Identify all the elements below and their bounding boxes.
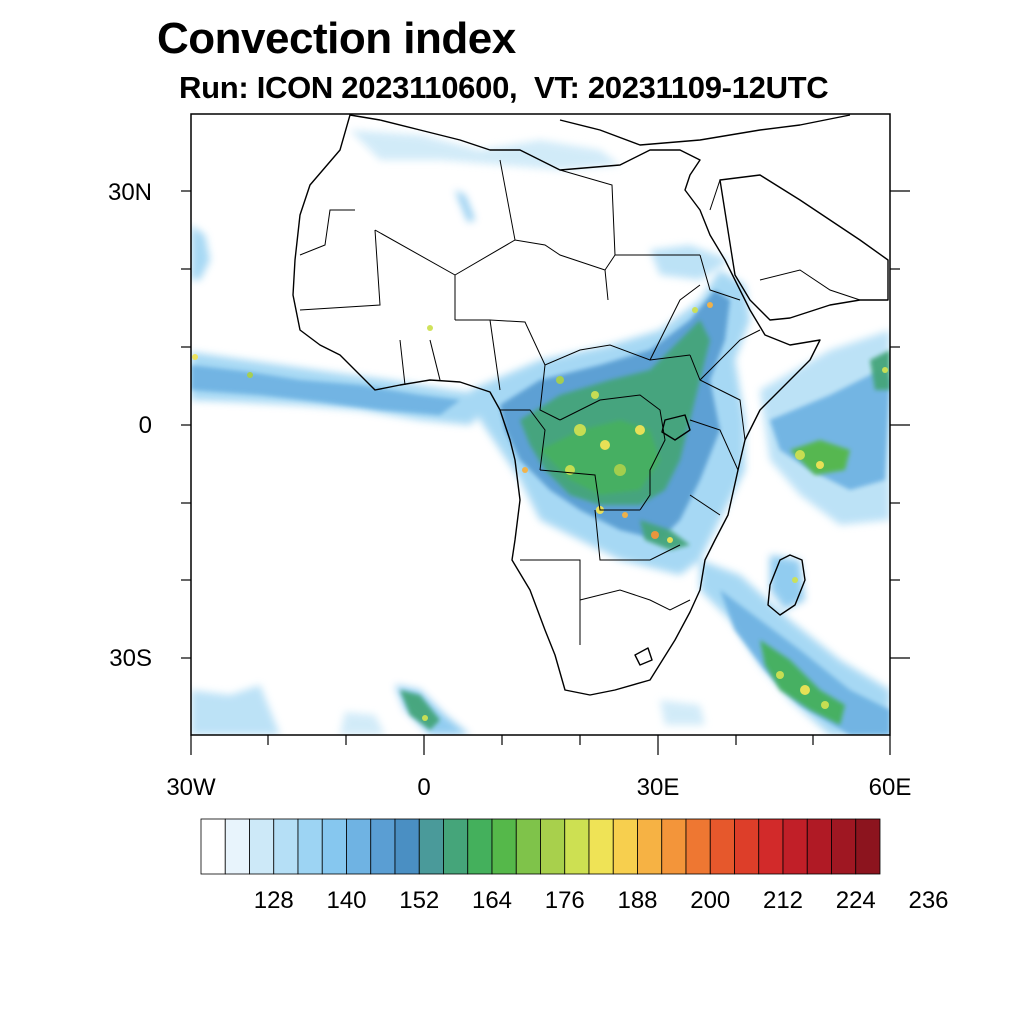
- lesotho: [634, 647, 653, 666]
- colorbar-swatch: [564, 818, 590, 875]
- chart-title: Convection index: [157, 14, 516, 63]
- colorbar: [200, 818, 881, 875]
- colorbar-swatch: [612, 818, 638, 875]
- sahara-streak: [455, 190, 475, 222]
- colorbar-swatch: [685, 818, 711, 875]
- colorbar-tick-label: 188: [617, 887, 658, 914]
- south-atlantic-patch: [191, 685, 280, 735]
- map-frame: [181, 113, 910, 755]
- south-patch-2: [340, 712, 385, 735]
- north-band: [350, 130, 620, 170]
- colorbar-swatch: [515, 818, 541, 875]
- country-borders: [299, 159, 861, 645]
- chart-subtitle: Run: ICON 2023110600, VT: 20231109-12UTC: [179, 70, 829, 105]
- colorbar-swatch: [200, 818, 226, 875]
- atlantic-west-patch: [191, 225, 210, 280]
- arabia-outline: [719, 174, 889, 321]
- colorbar-swatch: [491, 818, 517, 875]
- colorbar-swatch: [418, 818, 444, 875]
- lake-victoria: [661, 414, 691, 441]
- colorbar-swatch: [855, 818, 881, 875]
- madagascar-outline: [767, 554, 806, 616]
- europe-coast: [559, 114, 851, 146]
- colorbar-tick-label: 176: [544, 887, 585, 914]
- colorbar-swatch: [249, 818, 275, 875]
- colorbar-swatch: [758, 818, 784, 875]
- colorbar-tick-label: 128: [253, 887, 294, 914]
- lat-label-30s: 30S: [109, 645, 152, 672]
- colorbar-swatch: [394, 818, 420, 875]
- colorbar-tick-label: 236: [908, 887, 949, 914]
- madagascar-patch: [770, 555, 805, 610]
- lat-label-30n: 30N: [107, 179, 152, 206]
- colorbar-swatch: [709, 818, 735, 875]
- colorbar-swatch: [588, 818, 614, 875]
- colorbar-tick-label: 164: [471, 887, 513, 914]
- colorbar-swatch: [370, 818, 396, 875]
- colorbar-swatch: [443, 818, 469, 875]
- colorbar-tick-label: 200: [690, 887, 731, 914]
- lon-label-0: 0: [417, 774, 431, 801]
- lon-label-30w: 30W: [166, 774, 216, 801]
- colorbar-tick-label: 152: [399, 887, 440, 914]
- colorbar-swatch: [346, 818, 372, 875]
- colorbar-swatch: [831, 818, 857, 875]
- lon-label-60e: 60E: [868, 774, 912, 801]
- coastlines: [292, 114, 889, 696]
- colorbar-swatch: [782, 818, 808, 875]
- colorbar-tick-label: 140: [326, 887, 367, 914]
- colorbar-swatch: [540, 818, 566, 875]
- colorbar-swatch: [734, 818, 760, 875]
- colorbar-swatch: [297, 818, 323, 875]
- colorbar-swatch: [806, 818, 832, 875]
- colorbar-swatch: [321, 818, 347, 875]
- south-patch-3: [660, 700, 705, 725]
- colorbar-swatch: [637, 818, 663, 875]
- colorbar-swatch: [467, 818, 493, 875]
- lat-label-eq: 0: [138, 412, 152, 439]
- colorbar-swatch: [224, 818, 250, 875]
- colorbar-tick-label: 224: [835, 887, 876, 914]
- colorbar-tick-label: 212: [762, 887, 804, 914]
- colorbar-swatch: [273, 818, 299, 875]
- lon-label-30e: 30E: [636, 774, 680, 801]
- colorbar-swatch: [661, 818, 687, 875]
- red-sea-band: [650, 245, 730, 280]
- africa-outline: [292, 114, 821, 696]
- convection-field: [191, 130, 890, 735]
